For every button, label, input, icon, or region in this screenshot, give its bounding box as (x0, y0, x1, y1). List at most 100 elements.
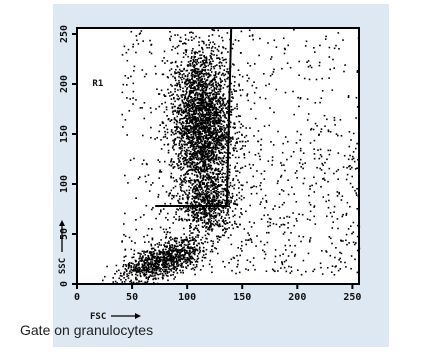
data-point (209, 259, 212, 262)
data-point (147, 265, 150, 267)
data-point (223, 134, 226, 136)
data-point (292, 151, 295, 153)
data-point (191, 122, 194, 125)
data-point (162, 249, 164, 251)
data-point (187, 258, 190, 261)
data-point (215, 137, 218, 140)
data-point (259, 203, 262, 205)
data-point (177, 209, 180, 211)
data-point (212, 202, 214, 205)
data-point (221, 215, 223, 218)
data-point (224, 266, 226, 268)
data-point (200, 156, 203, 158)
data-point (142, 134, 144, 137)
data-point (172, 222, 174, 224)
data-point (174, 240, 176, 243)
data-point (215, 76, 218, 78)
data-point (213, 125, 216, 127)
data-point (206, 221, 208, 224)
data-point (216, 202, 219, 205)
data-point (168, 265, 171, 268)
data-point (199, 121, 202, 124)
data-point (198, 111, 201, 114)
data-point (159, 267, 161, 269)
data-point (178, 136, 180, 139)
data-point (271, 73, 274, 76)
data-point (206, 128, 209, 131)
data-point (163, 126, 165, 129)
data-point (174, 71, 176, 73)
data-point (192, 264, 195, 266)
data-point (197, 198, 200, 201)
data-point (211, 53, 213, 56)
data-point (213, 143, 215, 145)
data-point (181, 132, 183, 135)
data-point (261, 197, 264, 200)
data-point (189, 262, 192, 264)
data-point (199, 173, 201, 176)
data-point (219, 77, 221, 80)
data-point (179, 249, 182, 251)
data-point (203, 104, 205, 106)
data-point (337, 168, 340, 171)
data-point (289, 66, 292, 69)
data-point (203, 116, 205, 119)
data-point (157, 277, 160, 280)
data-point (140, 30, 143, 32)
data-point (218, 209, 221, 211)
data-point (156, 254, 158, 256)
data-point (187, 118, 190, 120)
data-point (317, 149, 319, 151)
data-point (189, 156, 192, 159)
data-point (183, 239, 185, 241)
data-point (201, 126, 203, 128)
data-point (189, 224, 191, 227)
data-point (188, 209, 191, 212)
data-point (213, 78, 216, 81)
data-point (204, 175, 206, 177)
data-point (236, 162, 238, 164)
data-point (215, 187, 218, 189)
data-point (196, 194, 198, 196)
data-point (205, 110, 207, 112)
data-point (192, 48, 194, 50)
data-point (352, 132, 355, 135)
data-point (209, 181, 212, 184)
data-point (199, 79, 201, 82)
data-point (213, 188, 215, 190)
data-point (106, 265, 108, 268)
data-point (174, 126, 176, 128)
data-point (195, 152, 197, 155)
data-point (213, 117, 216, 120)
data-point (188, 191, 190, 194)
data-point (198, 99, 201, 102)
data-point (207, 107, 209, 110)
data-point (339, 257, 341, 260)
data-point (202, 104, 204, 106)
data-point (145, 258, 147, 260)
data-point (192, 117, 194, 119)
data-point (188, 234, 191, 237)
data-point (122, 126, 124, 128)
data-point (217, 137, 219, 140)
data-point (228, 202, 231, 205)
data-point (213, 29, 216, 32)
data-point (162, 277, 164, 280)
data-point (254, 117, 257, 120)
data-point (191, 148, 194, 151)
data-point (198, 130, 201, 132)
data-point (208, 140, 211, 143)
data-point (131, 281, 133, 284)
data-point (226, 111, 228, 113)
data-point (218, 184, 220, 186)
data-point (220, 190, 222, 193)
data-point (230, 140, 232, 142)
data-point (210, 67, 213, 70)
data-point (201, 182, 204, 185)
data-point (319, 262, 322, 265)
data-point (324, 161, 326, 164)
data-point (187, 264, 189, 267)
data-point (212, 99, 214, 101)
data-point (214, 186, 217, 189)
data-point (190, 87, 192, 90)
